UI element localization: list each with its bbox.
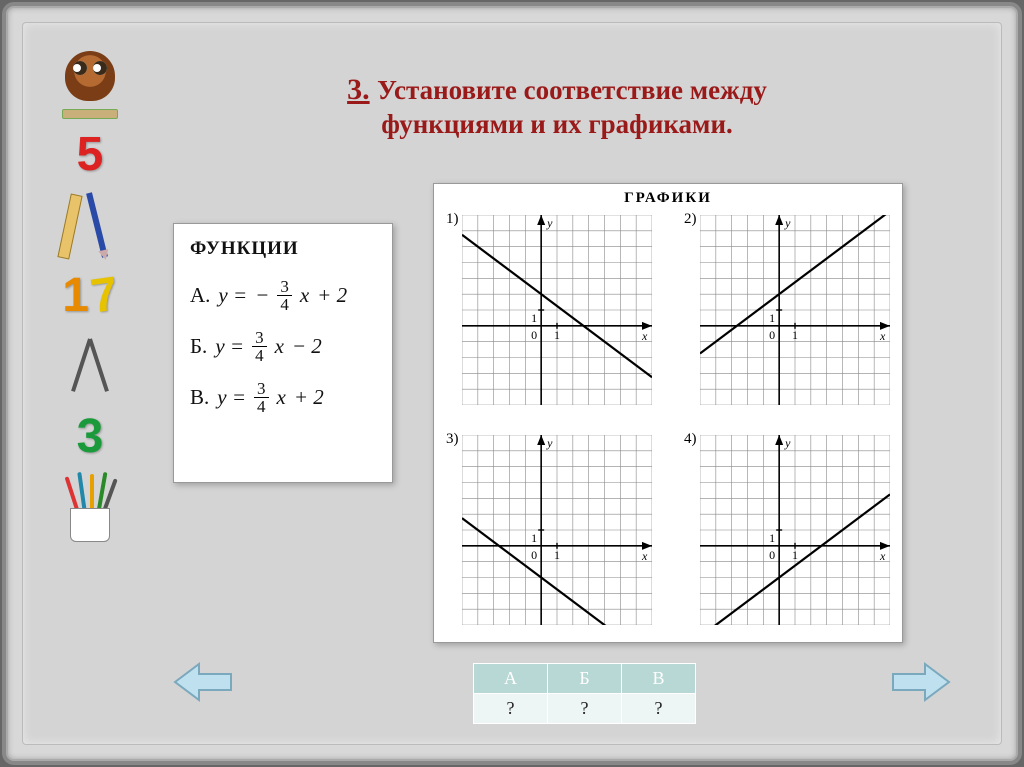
function-tail: − 2 <box>292 334 322 359</box>
graph-number: 2) <box>684 211 697 228</box>
slide-frame: 5 1 7 3 3. Установите соответствие между… <box>6 6 1018 761</box>
svg-text:x: x <box>641 549 648 563</box>
decor-number-5: 5 <box>77 127 104 182</box>
graph-number: 3) <box>446 431 459 448</box>
svg-text:y: y <box>784 436 791 450</box>
svg-text:1: 1 <box>792 548 798 562</box>
function-fraction: 34 <box>277 278 292 313</box>
graph-cell-4: 4) y x 1 0 1 <box>682 431 892 631</box>
graph-2: y x 1 0 1 <box>700 215 890 405</box>
graph-3: y x 1 0 1 <box>462 435 652 625</box>
graph-cell-1: 1) y x 1 0 1 <box>444 211 654 411</box>
compass-icon <box>60 331 120 401</box>
answer-value-V[interactable]: ? <box>622 694 696 724</box>
svg-text:1: 1 <box>769 311 775 325</box>
slide-title: 3. Установите соответствие между функция… <box>173 73 941 141</box>
svg-text:1: 1 <box>769 531 775 545</box>
function-label: А. <box>190 283 210 308</box>
slide-background: 5 1 7 3 3. Установите соответствие между… <box>22 22 1002 745</box>
prev-slide-button[interactable] <box>173 660 233 704</box>
graphs-panel: ГРАФИКИ 1) y x 1 0 1 2) y x 1 0 1 3) y x 1 0 1 4) y x 1 0 1 <box>433 183 903 643</box>
function-var: x <box>277 385 286 410</box>
graph-1: y x 1 0 1 <box>462 215 652 405</box>
title-line1: Установите соответствие между <box>377 75 767 105</box>
function-sign: − <box>255 283 269 308</box>
answer-value-B[interactable]: ? <box>548 694 622 724</box>
graphs-header: ГРАФИКИ <box>444 190 892 207</box>
function-var: x <box>300 283 309 308</box>
decor-number-3: 3 <box>77 409 104 464</box>
answer-value-row: ? ? ? <box>474 694 696 724</box>
pencil-cup-icon <box>60 472 120 542</box>
function-fraction: 34 <box>254 380 269 415</box>
decor-number-7: 7 <box>87 266 121 324</box>
answer-header-A: А <box>474 664 548 694</box>
answer-table: А Б В ? ? ? <box>473 663 696 724</box>
functions-header: ФУНКЦИИ <box>190 238 376 260</box>
function-var: x <box>275 334 284 359</box>
svg-text:0: 0 <box>531 328 537 342</box>
svg-text:x: x <box>879 329 886 343</box>
graph-cell-2: 2) y x 1 0 1 <box>682 211 892 411</box>
function-tail: + 2 <box>317 283 347 308</box>
owl-icon <box>65 51 115 101</box>
graph-4: y x 1 0 1 <box>700 435 890 625</box>
graph-number: 1) <box>446 211 459 228</box>
svg-text:0: 0 <box>531 548 537 562</box>
answer-header-row: А Б В <box>474 664 696 694</box>
function-label: Б. <box>190 334 207 359</box>
svg-text:1: 1 <box>531 531 537 545</box>
svg-text:1: 1 <box>792 328 798 342</box>
svg-text:x: x <box>879 549 886 563</box>
function-label: В. <box>190 385 209 410</box>
pencil-ruler-icon <box>60 190 120 260</box>
function-row-1: Б. y = 34 x − 2 <box>190 329 376 364</box>
answer-header-B: Б <box>548 664 622 694</box>
title-line2: функциями и их графиками. <box>381 109 733 139</box>
next-slide-button[interactable] <box>891 660 951 704</box>
functions-panel: ФУНКЦИИ А. y = − 34x + 2Б. y = 34x − 2В.… <box>173 223 393 483</box>
book-icon <box>62 109 118 119</box>
decorative-sidebar: 5 1 7 3 <box>51 51 129 542</box>
svg-text:0: 0 <box>769 548 775 562</box>
decor-number-1: 1 <box>62 268 89 323</box>
arrow-right-icon <box>891 660 951 704</box>
svg-text:y: y <box>546 216 553 230</box>
svg-text:1: 1 <box>554 548 560 562</box>
answer-value-A[interactable]: ? <box>474 694 548 724</box>
function-row-2: В. y = 34 x + 2 <box>190 380 376 415</box>
svg-text:y: y <box>784 216 791 230</box>
function-lhs: y = <box>215 334 244 359</box>
function-lhs: y = <box>218 283 247 308</box>
svg-text:0: 0 <box>769 328 775 342</box>
title-number: 3. <box>347 73 370 106</box>
function-tail: + 2 <box>294 385 324 410</box>
graph-number: 4) <box>684 431 697 448</box>
graph-cell-3: 3) y x 1 0 1 <box>444 431 654 631</box>
svg-text:y: y <box>546 436 553 450</box>
svg-text:1: 1 <box>531 311 537 325</box>
svg-text:x: x <box>641 329 648 343</box>
svg-text:1: 1 <box>554 328 560 342</box>
function-row-0: А. y = − 34 x + 2 <box>190 278 376 313</box>
function-lhs: y = <box>217 385 246 410</box>
function-fraction: 34 <box>252 329 267 364</box>
answer-header-V: В <box>622 664 696 694</box>
arrow-left-icon <box>173 660 233 704</box>
